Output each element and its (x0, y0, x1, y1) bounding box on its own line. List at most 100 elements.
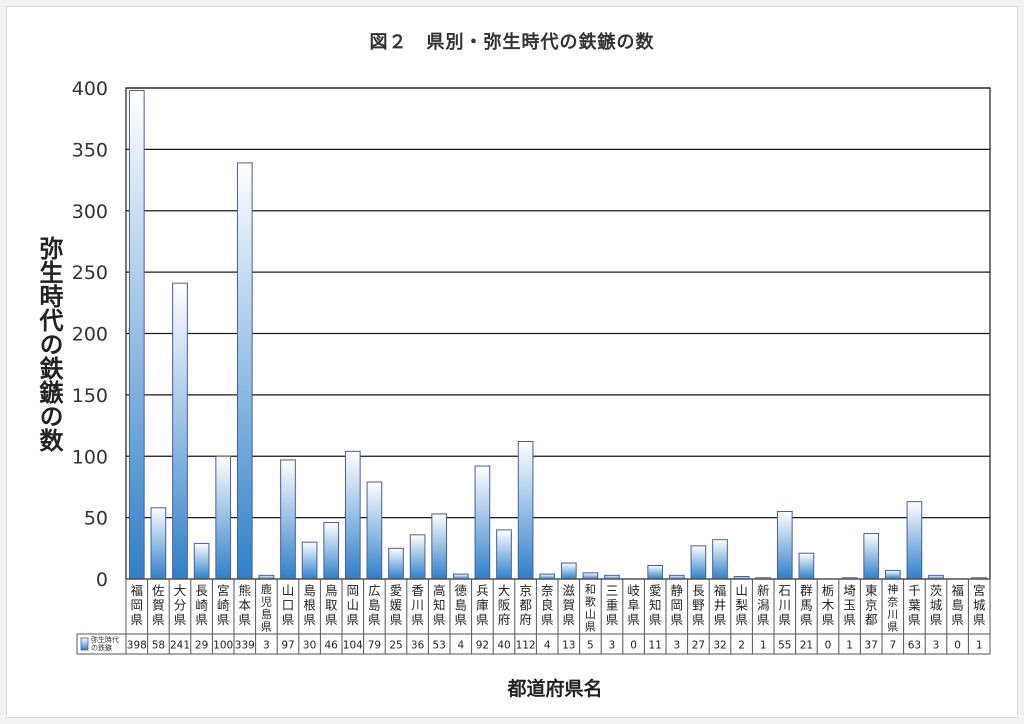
data-value-label: 100 (213, 640, 233, 652)
data-value-label: 241 (170, 640, 190, 652)
bar (496, 529, 512, 580)
category-label: 茨城県 (930, 583, 943, 627)
category-label: 熊本県 (239, 583, 252, 627)
category-label: 和歌山県 (585, 583, 596, 634)
y-tick-label: 200 (72, 324, 108, 346)
data-value-label: 97 (281, 640, 294, 652)
category-label: 山梨県 (735, 583, 748, 627)
category-label: 長崎県 (195, 583, 208, 627)
category-label: 長野県 (692, 583, 705, 627)
category-label: 佐賀県 (152, 583, 165, 627)
category-label: 宮城県 (973, 583, 986, 627)
category-label: 高知県 (433, 583, 446, 627)
bar (344, 450, 361, 580)
legend-label: 弥生時代の鉄鏃 (91, 635, 119, 652)
data-value-label: 25 (389, 640, 402, 652)
data-value-label: 398 (127, 640, 147, 652)
data-value-label: 53 (433, 640, 446, 652)
data-value-label: 0 (954, 640, 961, 652)
legend-swatch (80, 637, 89, 651)
category-label: 兵庫県 (476, 583, 489, 627)
y-tick-label: 50 (84, 508, 108, 530)
bar (712, 539, 728, 580)
category-label: 山口県 (282, 583, 295, 627)
category-label: 宮崎県 (217, 583, 230, 627)
bar (172, 282, 188, 580)
data-value-label: 3 (673, 640, 680, 652)
bar (776, 510, 793, 580)
data-value-label: 92 (476, 640, 489, 652)
category-label: 群馬県 (800, 583, 813, 627)
category-label: 埼玉県 (843, 583, 856, 627)
category-label: 栃木県 (822, 583, 835, 627)
data-value-label: 3 (609, 640, 616, 652)
bar (431, 513, 448, 580)
category-label: 京都府 (519, 583, 532, 627)
chart-title: 図２ 県別・弥生時代の鉄鏃の数 (369, 32, 655, 53)
bar (388, 547, 404, 580)
data-value-label: 1 (760, 640, 767, 652)
bar (452, 573, 469, 580)
y-tick-label: 250 (72, 262, 108, 284)
bar (301, 541, 318, 580)
y-tick-label: 300 (72, 201, 108, 223)
category-label: 鹿児島県 (261, 582, 272, 634)
data-table (76, 633, 991, 655)
bar (647, 564, 664, 580)
bar (884, 569, 901, 580)
category-label: 香川県 (411, 583, 424, 627)
category-label: 愛知県 (649, 583, 662, 627)
bar (582, 572, 599, 580)
bar (539, 573, 556, 580)
data-value-label: 0 (825, 640, 832, 652)
category-label: 滋賀県 (563, 583, 576, 627)
category-label: 大阪府 (498, 583, 511, 627)
data-value-label: 1 (976, 640, 983, 652)
bar (863, 533, 880, 580)
y-tick-label: 0 (96, 569, 108, 591)
data-value-label: 4 (457, 640, 464, 652)
y-tick-label: 150 (72, 385, 108, 407)
data-value-label: 11 (649, 640, 662, 652)
data-value-label: 2 (738, 640, 745, 652)
data-value-label: 58 (152, 640, 165, 652)
bar (215, 455, 232, 580)
y-tick-label: 350 (72, 139, 108, 161)
category-label: 福井県 (714, 583, 727, 627)
data-value-label: 32 (713, 640, 726, 652)
data-value-label: 104 (343, 640, 363, 652)
category-label: 東京都 (865, 583, 878, 627)
data-value-label: 13 (562, 640, 575, 652)
category-label: 島根県 (303, 583, 316, 627)
bar (236, 162, 253, 580)
category-label: 福島県 (951, 583, 964, 627)
category-label: 岡山県 (347, 583, 360, 627)
bar (474, 465, 491, 580)
category-label: 石川県 (779, 583, 792, 627)
category-label: 奈良県 (541, 583, 554, 627)
bar (128, 89, 145, 580)
data-value-label: 63 (908, 640, 921, 652)
bar (798, 552, 815, 580)
category-label: 福岡県 (131, 583, 144, 627)
data-value-label: 112 (516, 640, 536, 652)
y-tick-label: 400 (72, 78, 108, 100)
bar (409, 534, 426, 580)
data-value-label: 3 (263, 640, 270, 652)
bar (560, 562, 577, 580)
bar (150, 507, 167, 580)
category-label: 広島県 (368, 583, 381, 627)
data-value-label: 79 (368, 640, 381, 652)
bar (906, 501, 923, 580)
data-value-label: 36 (411, 640, 425, 652)
bar (517, 441, 534, 580)
category-label: 大分県 (174, 583, 187, 627)
bar (690, 545, 707, 580)
category-label: 千葉県 (908, 583, 921, 627)
category-label: 神奈川県 (887, 582, 898, 634)
data-value-label: 27 (692, 640, 705, 652)
data-value-label: 29 (195, 640, 208, 652)
category-label: 三重県 (606, 583, 619, 627)
data-value-label: 3 (933, 640, 940, 652)
